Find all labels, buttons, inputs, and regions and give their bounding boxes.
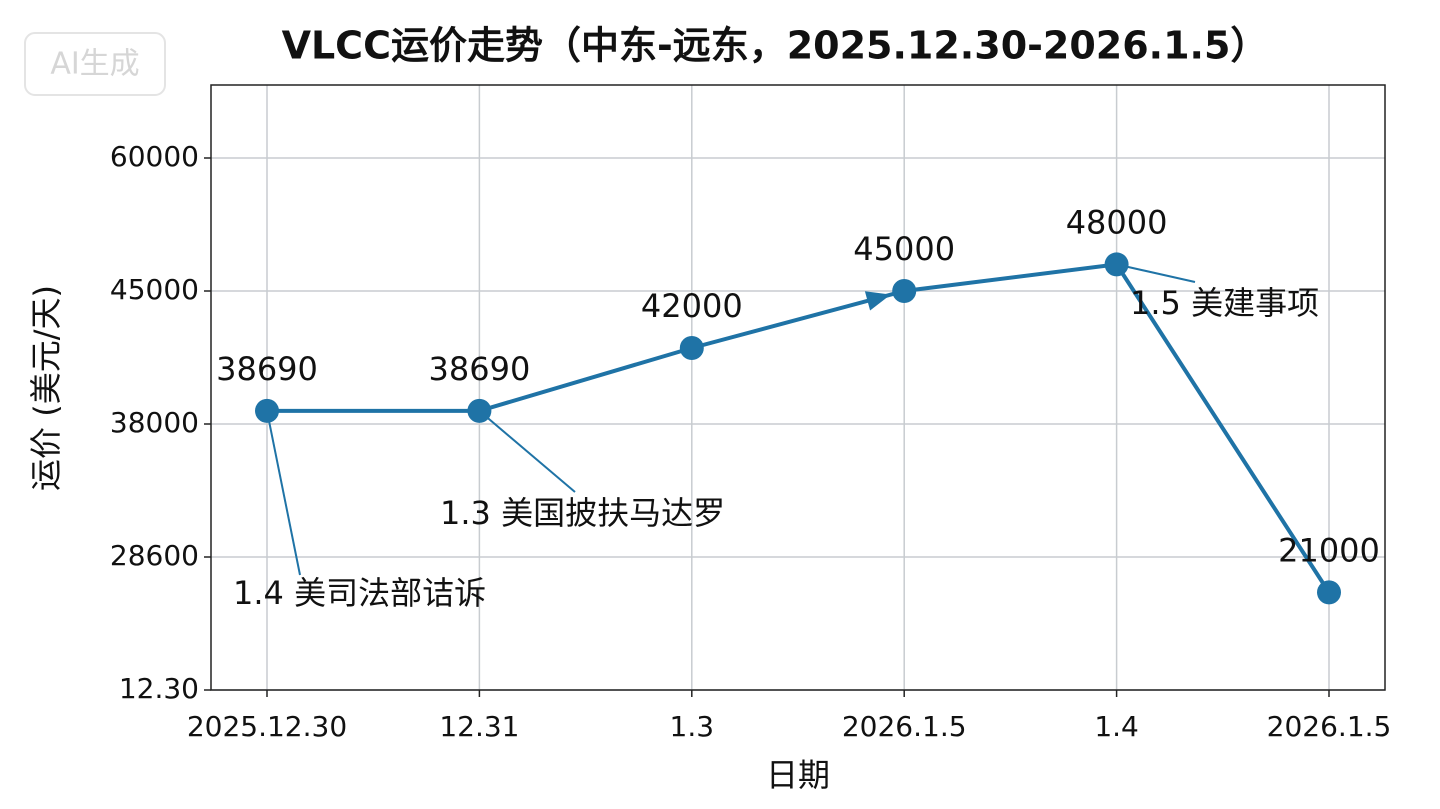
chart-title: VLCC运价走势（中东-远东，2025.12.30-2026.1.5） <box>282 24 1269 68</box>
point <box>1317 580 1341 605</box>
x-tick-label: 2026.1.5 <box>842 710 967 743</box>
y-tick-label: 38000 <box>110 406 199 439</box>
x-axis-label: 日期 <box>766 756 830 794</box>
point <box>467 398 492 423</box>
value-label: 21000 <box>1278 531 1380 569</box>
annotation: 1.5 美建事项 <box>1130 284 1319 322</box>
y-tick-label: 45000 <box>110 273 199 306</box>
y-axis-label: 运价 (美元/天) <box>27 285 65 491</box>
arrowhead <box>864 291 891 311</box>
watermark: AI生成 <box>50 47 139 82</box>
value-label: 38690 <box>429 350 531 388</box>
x-tick-label: 1.3 <box>670 710 715 743</box>
annotation-connector <box>478 410 576 493</box>
y-tick-label: 28600 <box>110 539 199 572</box>
value-label: 45000 <box>853 230 955 268</box>
value-label: 38690 <box>216 350 318 388</box>
annotation: 1.4 美司法部诘诉 <box>233 574 486 612</box>
y-tick-label: 60000 <box>110 140 199 173</box>
annotation: 1.3 美国披扶马达罗 <box>440 494 725 532</box>
x-tick-label: 2026.1.5 <box>1267 710 1392 743</box>
value-label: 48000 <box>1066 203 1168 241</box>
annotation-connector <box>266 410 301 576</box>
watermark-box <box>24 32 166 96</box>
line <box>267 262 1331 594</box>
value-label: 42000 <box>641 287 743 325</box>
x-tick-label: 12.31 <box>439 710 519 743</box>
point <box>679 336 704 360</box>
x-tick-label: 2025.12.30 <box>187 710 347 743</box>
point <box>255 398 279 423</box>
annotation-connector <box>1116 263 1196 283</box>
point <box>1104 252 1129 277</box>
plot-frame <box>210 84 1386 691</box>
x-tick-label: 1.4 <box>1094 710 1139 743</box>
y-tick-label: 12.30 <box>119 672 199 705</box>
point <box>892 279 917 303</box>
